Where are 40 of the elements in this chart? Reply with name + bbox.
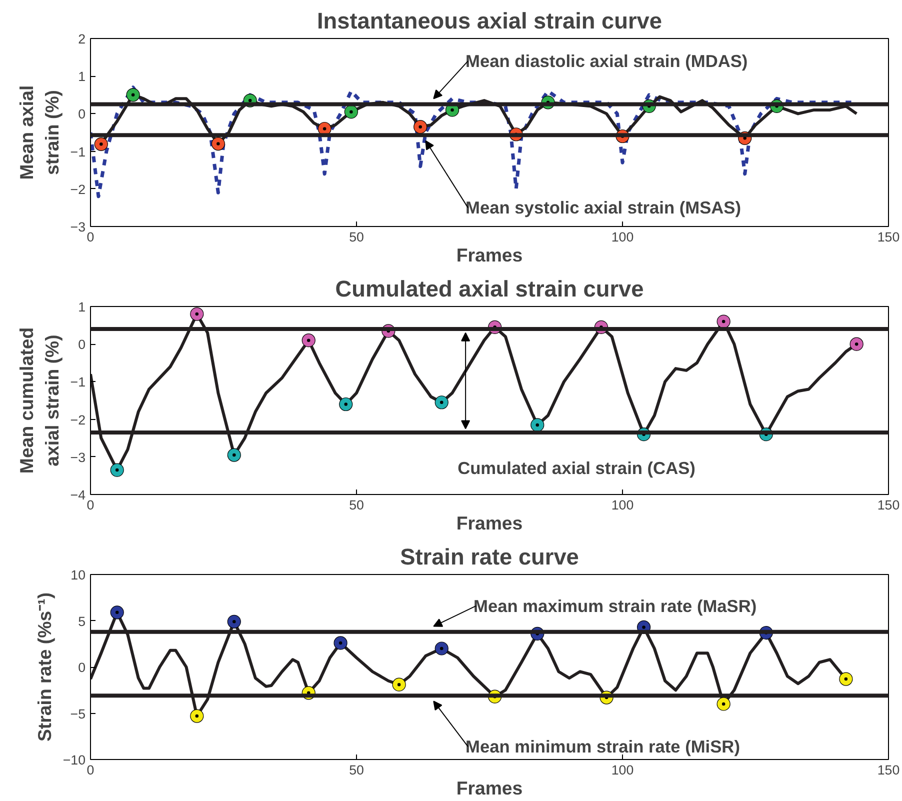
y-tick-label: −3	[70, 450, 86, 465]
y-tick-label: 10	[70, 568, 86, 582]
ref-line-label: Mean diastolic axial strain (MDAS)	[466, 51, 748, 72]
y-tick-label: −4	[70, 488, 86, 502]
y-tick-label: 1	[78, 300, 86, 314]
y-tick-label: 1	[78, 69, 86, 84]
chart-title: Instantaneous axial strain curve	[316, 8, 662, 34]
x-axis-title: Frames	[456, 244, 523, 266]
y-tick-label: 0	[78, 660, 86, 675]
y-tick-label: 2	[78, 32, 86, 46]
y-tick-label: 0	[78, 337, 86, 352]
x-tick-label: 100	[611, 498, 634, 512]
y-tick-label: −3	[70, 220, 86, 234]
x-tick-label: 100	[611, 230, 634, 244]
y-tick-label: −1	[70, 374, 86, 390]
chart-title: Cumulated axial strain curve	[335, 276, 644, 302]
y-tick-label: 5	[78, 614, 86, 629]
x-tick-label: 150	[877, 498, 900, 512]
y-axis-title: Mean cumulated axial strain (%)	[16, 327, 62, 474]
annotation: Cumulated axial strain (CAS)	[458, 458, 696, 478]
ref-line-label: Mean maximum strain rate (MaSR)	[474, 596, 757, 616]
y-tick-label: −2	[70, 412, 86, 428]
x-tick-label: 50	[349, 498, 364, 512]
y-tick-label: 0	[78, 106, 86, 122]
x-tick-label: 100	[611, 762, 634, 778]
y-axis-title: Mean axial strain (%)	[16, 85, 62, 180]
y-axis-title: Strain rate (%s⁻¹)	[34, 592, 55, 742]
y-tick-label: −5	[70, 706, 86, 722]
ref-line-label: Mean systolic axial strain (MSAS)	[466, 198, 741, 218]
y-tick-label: −2	[70, 182, 86, 197]
x-axis-title: Frames	[456, 778, 523, 798]
x-tick-label: 50	[349, 762, 364, 778]
x-axis-title: Frames	[456, 512, 523, 534]
x-tick-label: 150	[877, 230, 900, 244]
y-tick-label: −1	[70, 144, 86, 160]
y-tick-label: −10	[62, 752, 86, 768]
chart-title: Strain rate curve	[400, 544, 579, 570]
ref-line-label: Mean minimum strain rate (MiSR)	[466, 736, 740, 757]
x-tick-label: 50	[349, 230, 364, 244]
x-tick-label: 150	[877, 762, 900, 778]
